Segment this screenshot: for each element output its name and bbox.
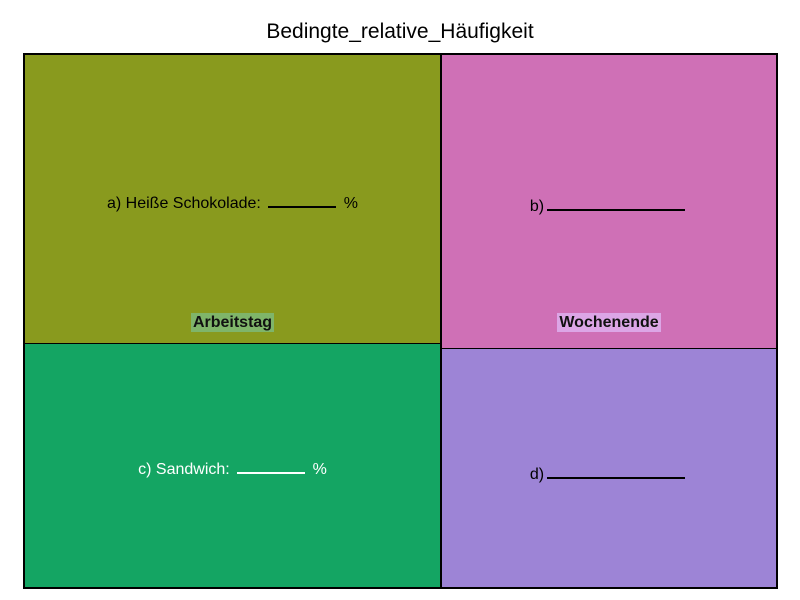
prompt-c-suffix: % <box>312 461 327 478</box>
mosaic-frame: a) Heiße Schokolade: % Arbeitstag c) San… <box>23 53 778 589</box>
prompt-a: a) Heiße Schokolade: % <box>25 192 440 213</box>
cell-wochenende-top: b) Wochenende <box>442 55 776 349</box>
cell-wochenende-bottom: d) <box>442 349 776 587</box>
prompt-c: c) Sandwich: % <box>25 458 440 479</box>
group-label-wochenende: Wochenende <box>442 313 776 332</box>
answer-blank-d[interactable] <box>547 463 686 479</box>
group-label-wochenende-text: Wochenende <box>557 313 661 332</box>
prompt-b-prefix: b) <box>529 198 545 215</box>
answer-blank-b[interactable] <box>547 195 686 211</box>
answer-blank-a[interactable] <box>268 192 337 208</box>
prompt-a-suffix: % <box>343 195 358 212</box>
prompt-a-prefix: a) Heiße Schokolade: <box>107 195 261 212</box>
cell-arbeitstag-top: a) Heiße Schokolade: % Arbeitstag <box>25 55 442 344</box>
prompt-b: b) <box>442 195 776 216</box>
prompt-d: d) <box>442 463 776 484</box>
group-label-arbeitstag-text: Arbeitstag <box>190 313 275 332</box>
prompt-c-prefix: c) Sandwich: <box>138 461 230 478</box>
group-label-arbeitstag: Arbeitstag <box>25 313 440 332</box>
answer-blank-c[interactable] <box>237 458 306 474</box>
prompt-d-prefix: d) <box>529 466 545 483</box>
cell-arbeitstag-bottom: c) Sandwich: % <box>25 344 442 587</box>
diagram-title: Bedingte_relative_Häufigkeit <box>266 20 534 43</box>
